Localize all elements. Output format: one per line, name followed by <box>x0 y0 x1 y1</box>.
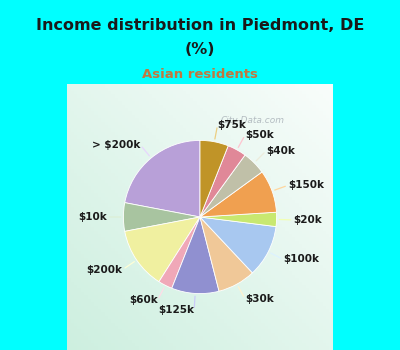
Text: $10k: $10k <box>78 212 106 222</box>
Wedge shape <box>200 172 276 217</box>
Wedge shape <box>172 217 219 294</box>
Wedge shape <box>200 140 228 217</box>
Wedge shape <box>159 217 200 288</box>
Text: $20k: $20k <box>294 215 322 225</box>
Text: $30k: $30k <box>245 294 274 304</box>
Text: City-Data.com: City-Data.com <box>221 116 285 125</box>
Wedge shape <box>123 203 200 231</box>
Wedge shape <box>125 140 200 217</box>
Text: Income distribution in Piedmont, DE: Income distribution in Piedmont, DE <box>36 18 364 33</box>
Text: > $200k: > $200k <box>92 140 140 150</box>
Text: $60k: $60k <box>129 295 158 305</box>
Text: $75k: $75k <box>218 120 246 130</box>
Wedge shape <box>200 146 245 217</box>
Wedge shape <box>200 212 277 226</box>
Wedge shape <box>125 217 200 282</box>
Text: Asian residents: Asian residents <box>142 68 258 80</box>
Text: $40k: $40k <box>266 146 295 156</box>
Text: $100k: $100k <box>283 254 319 265</box>
Text: $150k: $150k <box>288 180 324 190</box>
Wedge shape <box>200 217 276 273</box>
Text: $125k: $125k <box>158 305 194 315</box>
Wedge shape <box>200 155 262 217</box>
Text: $200k: $200k <box>87 265 123 274</box>
Wedge shape <box>200 217 252 291</box>
Text: $50k: $50k <box>245 130 274 140</box>
Text: (%): (%) <box>185 42 215 57</box>
